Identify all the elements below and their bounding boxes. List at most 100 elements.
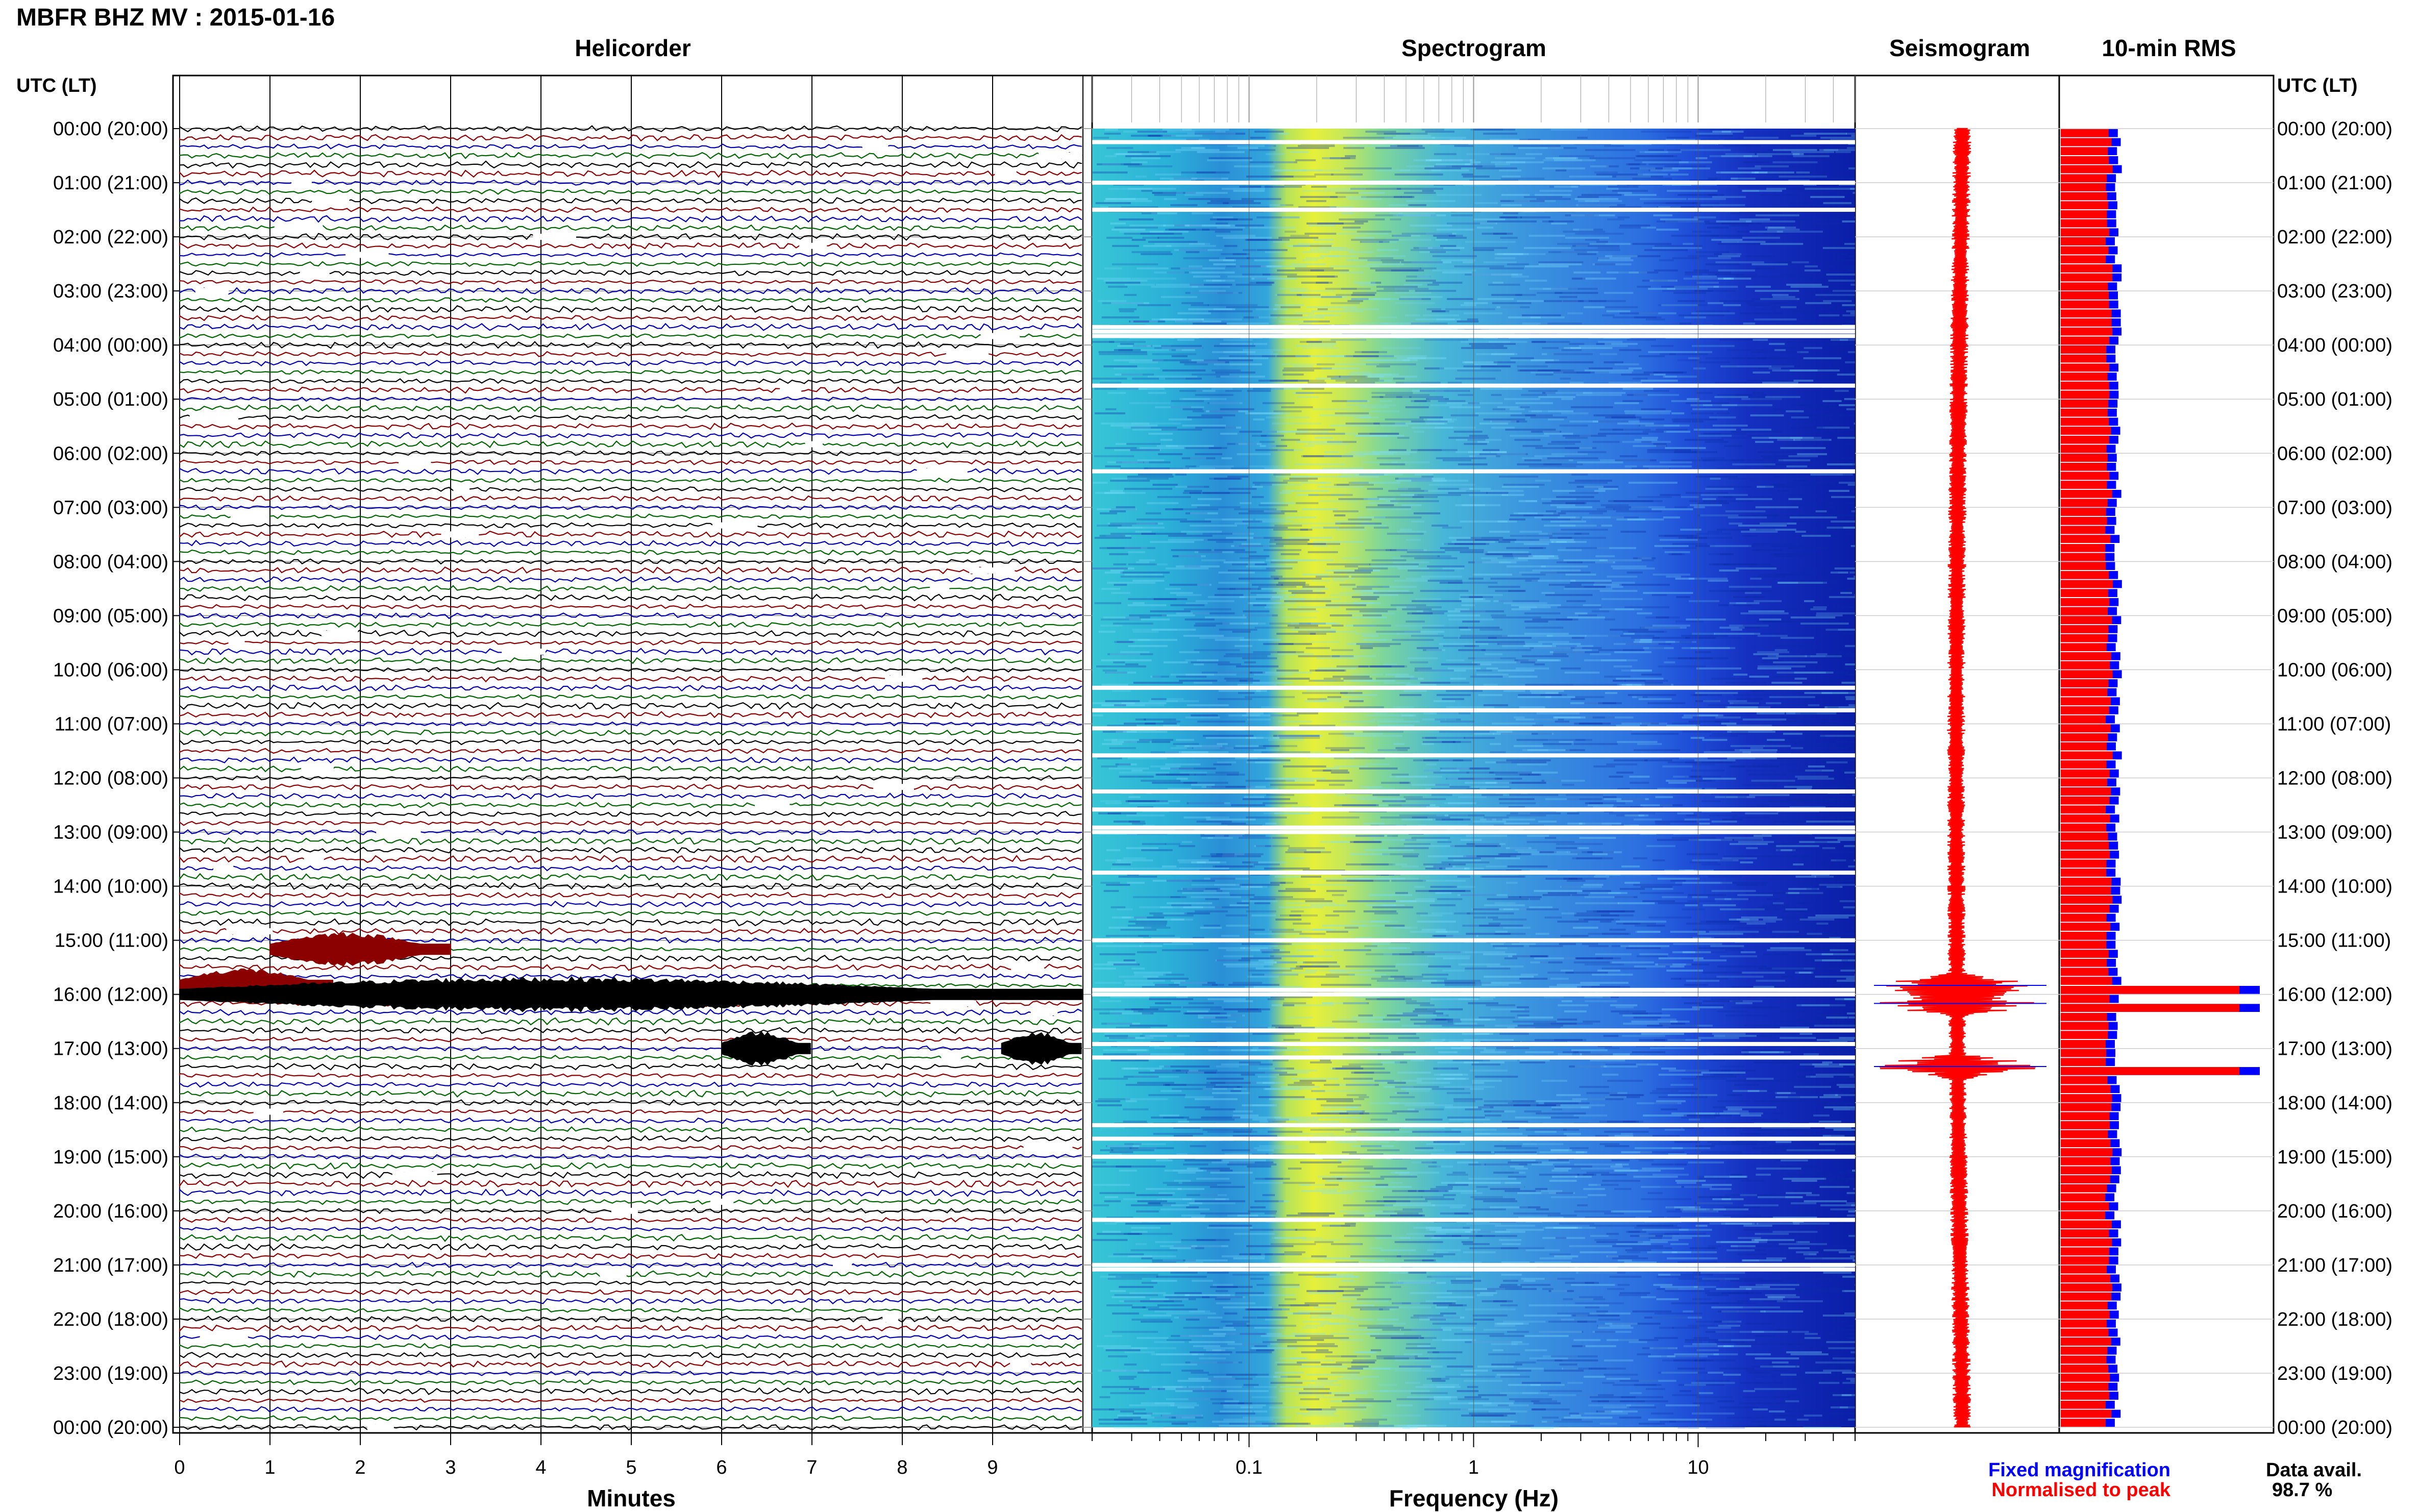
spectral-cell <box>1517 1006 1529 1008</box>
spectral-cell <box>1659 1023 1685 1025</box>
spectral-cell <box>1520 216 1551 218</box>
spectral-cell <box>1240 502 1252 504</box>
spectral-cell <box>1664 870 1694 872</box>
spectral-cell <box>1509 518 1525 520</box>
spectral-cell <box>1138 304 1171 306</box>
spectral-cell <box>1421 576 1462 578</box>
spectral-cell <box>1276 961 1297 963</box>
spectral-cell <box>1564 672 1600 674</box>
spectral-cell <box>1823 300 1852 302</box>
spectral-cell <box>1614 402 1639 404</box>
spectral-cell <box>1099 1000 1122 1002</box>
spectral-cell <box>1283 1002 1306 1004</box>
spectral-cell <box>1640 892 1684 894</box>
spectral-cell <box>1554 292 1598 294</box>
spectral-cell <box>1195 910 1228 912</box>
spectral-cell <box>1408 569 1454 572</box>
spectral-cell <box>1344 927 1359 929</box>
spectral-cell <box>1720 859 1733 861</box>
spectral-cell <box>1639 418 1665 420</box>
spectral-cell <box>1712 196 1746 198</box>
spectral-cell <box>1229 904 1249 906</box>
spectral-cell <box>1704 751 1751 753</box>
spectral-cell <box>1740 861 1754 863</box>
spectral-cell <box>1166 880 1215 882</box>
spectral-cell <box>1550 504 1575 506</box>
spectral-cell <box>1323 878 1359 880</box>
spectral-cell <box>1796 800 1847 802</box>
spectral-cell <box>1237 147 1258 149</box>
spectral-cell <box>1213 865 1253 867</box>
spectral-cell <box>1184 490 1202 492</box>
spectral-cell <box>1831 859 1846 861</box>
spectral-cell <box>1281 1070 1317 1072</box>
spectral-cell <box>1565 447 1597 449</box>
spectral-cell <box>1449 863 1466 865</box>
spectral-cell <box>1426 649 1446 651</box>
spectral-cell <box>1331 494 1345 496</box>
spectral-cell <box>1218 947 1245 949</box>
spectral-cell <box>1459 637 1497 639</box>
spectral-cell <box>1367 502 1398 504</box>
spectral-cell <box>1719 627 1745 629</box>
spectral-cell <box>1345 1084 1379 1086</box>
spectral-cell <box>1243 614 1272 616</box>
spectral-cell <box>1674 870 1709 872</box>
spectral-cell <box>1377 749 1408 751</box>
spectral-cell <box>1579 435 1591 437</box>
spectral-cell <box>1652 1090 1679 1092</box>
spectral-cell <box>1421 743 1434 745</box>
spectral-cell <box>1757 153 1800 155</box>
spectral-cell <box>1480 490 1524 492</box>
spectral-cell <box>1253 604 1267 606</box>
spectral-cell <box>1354 435 1404 437</box>
spectral-cell <box>1206 786 1251 788</box>
spectral-cell <box>1408 204 1426 206</box>
spectral-cell <box>1703 700 1720 702</box>
spectral-cell <box>1179 249 1208 251</box>
spectral-cell <box>1455 1023 1477 1025</box>
spectral-cell <box>1816 657 1845 659</box>
spectral-cell <box>1701 1072 1746 1074</box>
spectral-cell <box>1271 388 1304 390</box>
spectral-cell <box>1708 178 1721 180</box>
spectral-cell <box>1718 255 1740 257</box>
spectral-cell <box>1277 269 1324 271</box>
spectral-cell <box>1747 1090 1760 1092</box>
spectral-cell <box>1223 237 1272 239</box>
spectral-cell <box>1658 304 1708 306</box>
spectral-cell <box>1783 733 1803 735</box>
spectral-cell <box>1162 369 1206 371</box>
spectral-cell <box>1639 641 1675 643</box>
spectral-cell <box>1174 225 1202 227</box>
spectral-cell <box>1248 602 1281 604</box>
spectral-cell <box>1331 894 1344 896</box>
spectral-cell <box>1277 294 1302 296</box>
spectral-cell <box>1654 269 1678 271</box>
spectral-cell <box>1164 661 1188 663</box>
spectral-cell <box>1161 1090 1182 1092</box>
spectral-cell <box>1648 288 1675 290</box>
spectral-cell <box>1721 404 1772 406</box>
spectral-cell <box>1115 443 1126 445</box>
spectral-cell <box>1846 1076 1855 1078</box>
spectral-cell <box>1105 672 1127 674</box>
spectral-cell <box>1114 641 1135 643</box>
spectral-cell <box>1548 410 1573 412</box>
spectral-cell <box>1733 674 1748 676</box>
spectral-cell <box>1605 618 1616 621</box>
spectral-cell <box>1137 1082 1174 1084</box>
spectral-cell <box>1315 670 1345 672</box>
spectral-cell <box>1743 625 1770 627</box>
spectral-cell <box>1227 443 1257 445</box>
spectral-cell <box>1601 598 1643 600</box>
spectral-cell <box>1328 733 1354 735</box>
spectral-cell <box>1830 572 1848 574</box>
spectral-cell <box>1182 1006 1222 1008</box>
spectral-cell <box>1689 180 1715 182</box>
spectral-cell <box>1755 506 1799 508</box>
spectral-cell <box>1129 320 1166 323</box>
spectral-cell <box>1190 457 1206 459</box>
spectral-cell <box>1351 576 1400 578</box>
spectral-cell <box>1514 200 1530 202</box>
